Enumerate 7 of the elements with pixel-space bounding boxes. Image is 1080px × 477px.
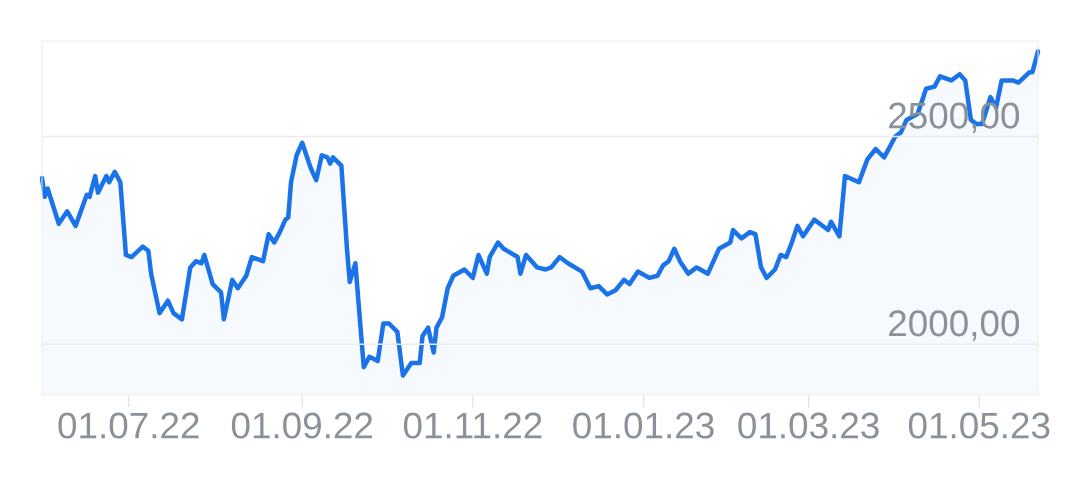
x-tick-label: 01.05.23: [908, 412, 1050, 439]
x-tick-label: 01.01.23: [573, 412, 714, 439]
x-tick-label: 01.07.22: [58, 412, 199, 439]
x-tick-label: 01.11.22: [403, 412, 542, 439]
x-tick-label: 01.03.23: [738, 412, 879, 439]
x-tick-label: 01.09.22: [231, 412, 373, 439]
y-tick-label: 2000,00: [889, 310, 1020, 341]
